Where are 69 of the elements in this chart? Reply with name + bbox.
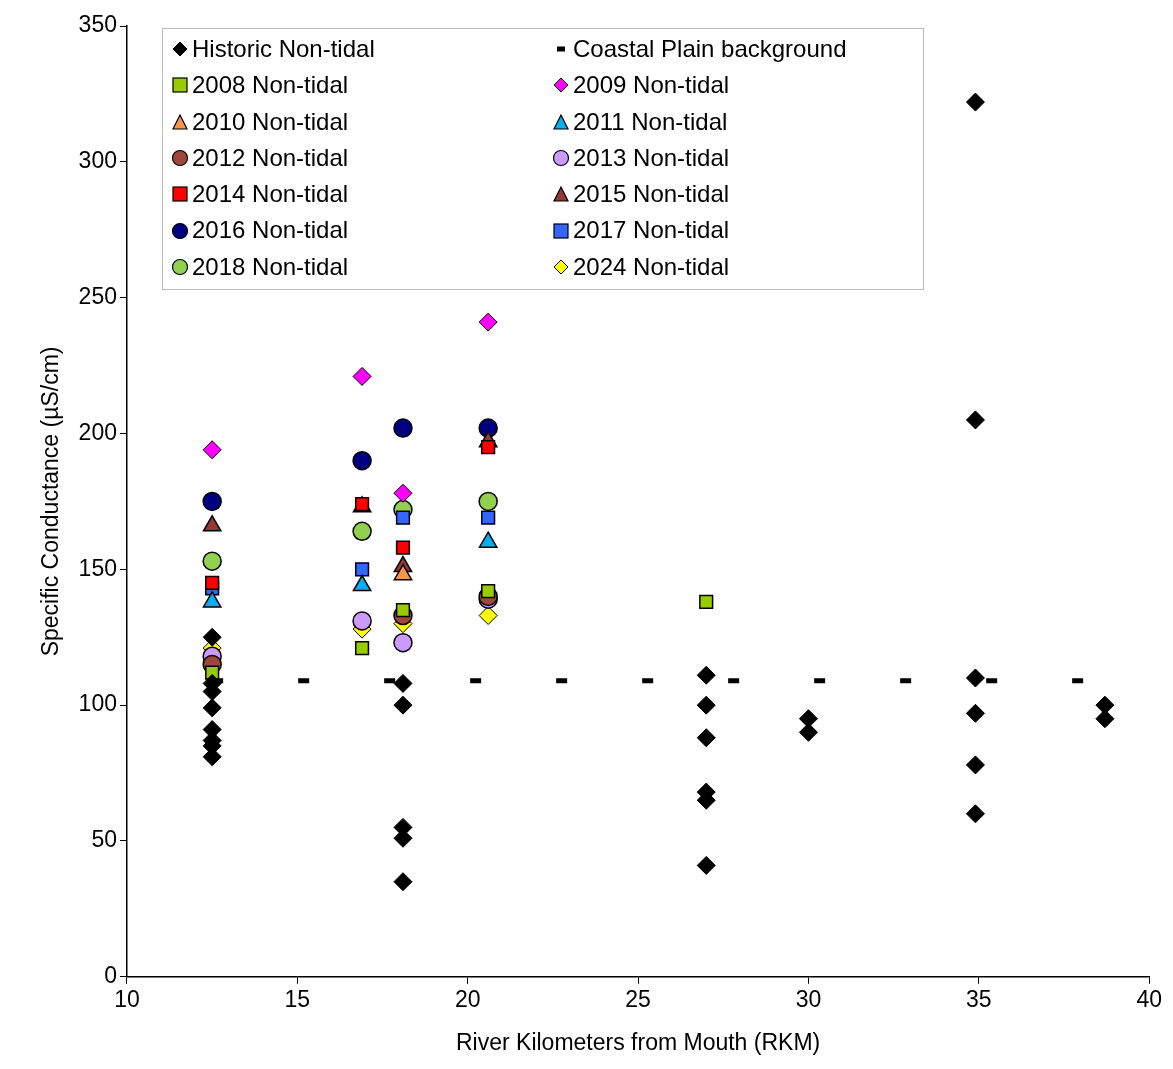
legend-label: 2016 Non-tidal <box>192 215 349 246</box>
x-tick-label: 15 <box>284 985 311 1012</box>
point <box>393 632 413 653</box>
point <box>395 602 411 618</box>
legend-label: 2008 Non-tidal <box>192 70 349 101</box>
y-tick-label: 100 <box>78 690 117 717</box>
point <box>393 483 413 503</box>
y-tick-label: 0 <box>104 962 117 989</box>
point <box>965 92 985 112</box>
legend-label: 2017 Non-tidal <box>573 215 730 246</box>
x-tick-label: 10 <box>114 985 140 1012</box>
y-tick-label: 200 <box>78 418 117 445</box>
point <box>965 410 985 430</box>
point <box>205 575 220 591</box>
legend-label: 2024 Non-tidal <box>573 251 730 282</box>
point <box>395 540 411 555</box>
legend-label: 2009 Non-tidal <box>573 70 730 101</box>
point <box>696 855 716 875</box>
x-tick-label: 25 <box>625 985 651 1012</box>
point <box>352 366 372 386</box>
point <box>478 312 498 332</box>
legend-label: 2018 Non-tidal <box>192 251 349 282</box>
point <box>478 606 498 625</box>
point <box>965 755 985 775</box>
point <box>1095 695 1115 715</box>
x-axis-title: River Kilometers from Mouth (RKM) <box>455 1028 821 1055</box>
x-tick-label: 30 <box>795 985 822 1012</box>
point <box>696 695 716 715</box>
y-axis-title: Specific Conductance (µS/cm) <box>37 346 64 657</box>
legend-label: 2013 Non-tidal <box>573 142 730 173</box>
point <box>393 872 413 892</box>
point <box>481 510 496 525</box>
legend-label: 2012 Non-tidal <box>192 142 349 173</box>
point <box>798 722 818 742</box>
y-tick-label: 300 <box>78 147 117 174</box>
point <box>481 583 496 599</box>
point <box>965 804 985 824</box>
legend-label: Historic Non-tidal <box>192 34 375 64</box>
point <box>352 611 372 631</box>
y-tick-label: 250 <box>78 283 117 309</box>
y-tick-label: 350 <box>78 11 117 38</box>
point <box>202 440 222 460</box>
point <box>202 627 222 647</box>
point <box>202 698 222 718</box>
x-tick-label: 20 <box>454 985 481 1012</box>
point <box>393 418 413 438</box>
point <box>1095 709 1115 729</box>
legend-label: 2010 Non-tidal <box>192 106 349 137</box>
y-tick-label: 150 <box>78 554 117 581</box>
point <box>478 491 498 512</box>
x-tick-label: 35 <box>966 985 992 1012</box>
point <box>354 562 370 577</box>
point <box>696 728 716 748</box>
x-tick-label: 40 <box>1136 985 1163 1012</box>
legend-label: Coastal Plain background <box>573 34 847 64</box>
point <box>481 439 496 455</box>
point <box>395 510 411 525</box>
point <box>202 551 222 571</box>
point <box>965 703 985 723</box>
point <box>699 594 714 610</box>
point <box>354 640 370 656</box>
point <box>393 695 413 715</box>
legend-label: 2015 Non-tidal <box>573 179 730 210</box>
point <box>352 521 372 542</box>
point <box>202 491 222 512</box>
legend-label: 2014 Non-tidal <box>192 179 349 210</box>
y-tick-label: 50 <box>91 826 117 853</box>
legend-label: 2011 Non-tidal <box>573 106 728 137</box>
point <box>352 450 372 471</box>
